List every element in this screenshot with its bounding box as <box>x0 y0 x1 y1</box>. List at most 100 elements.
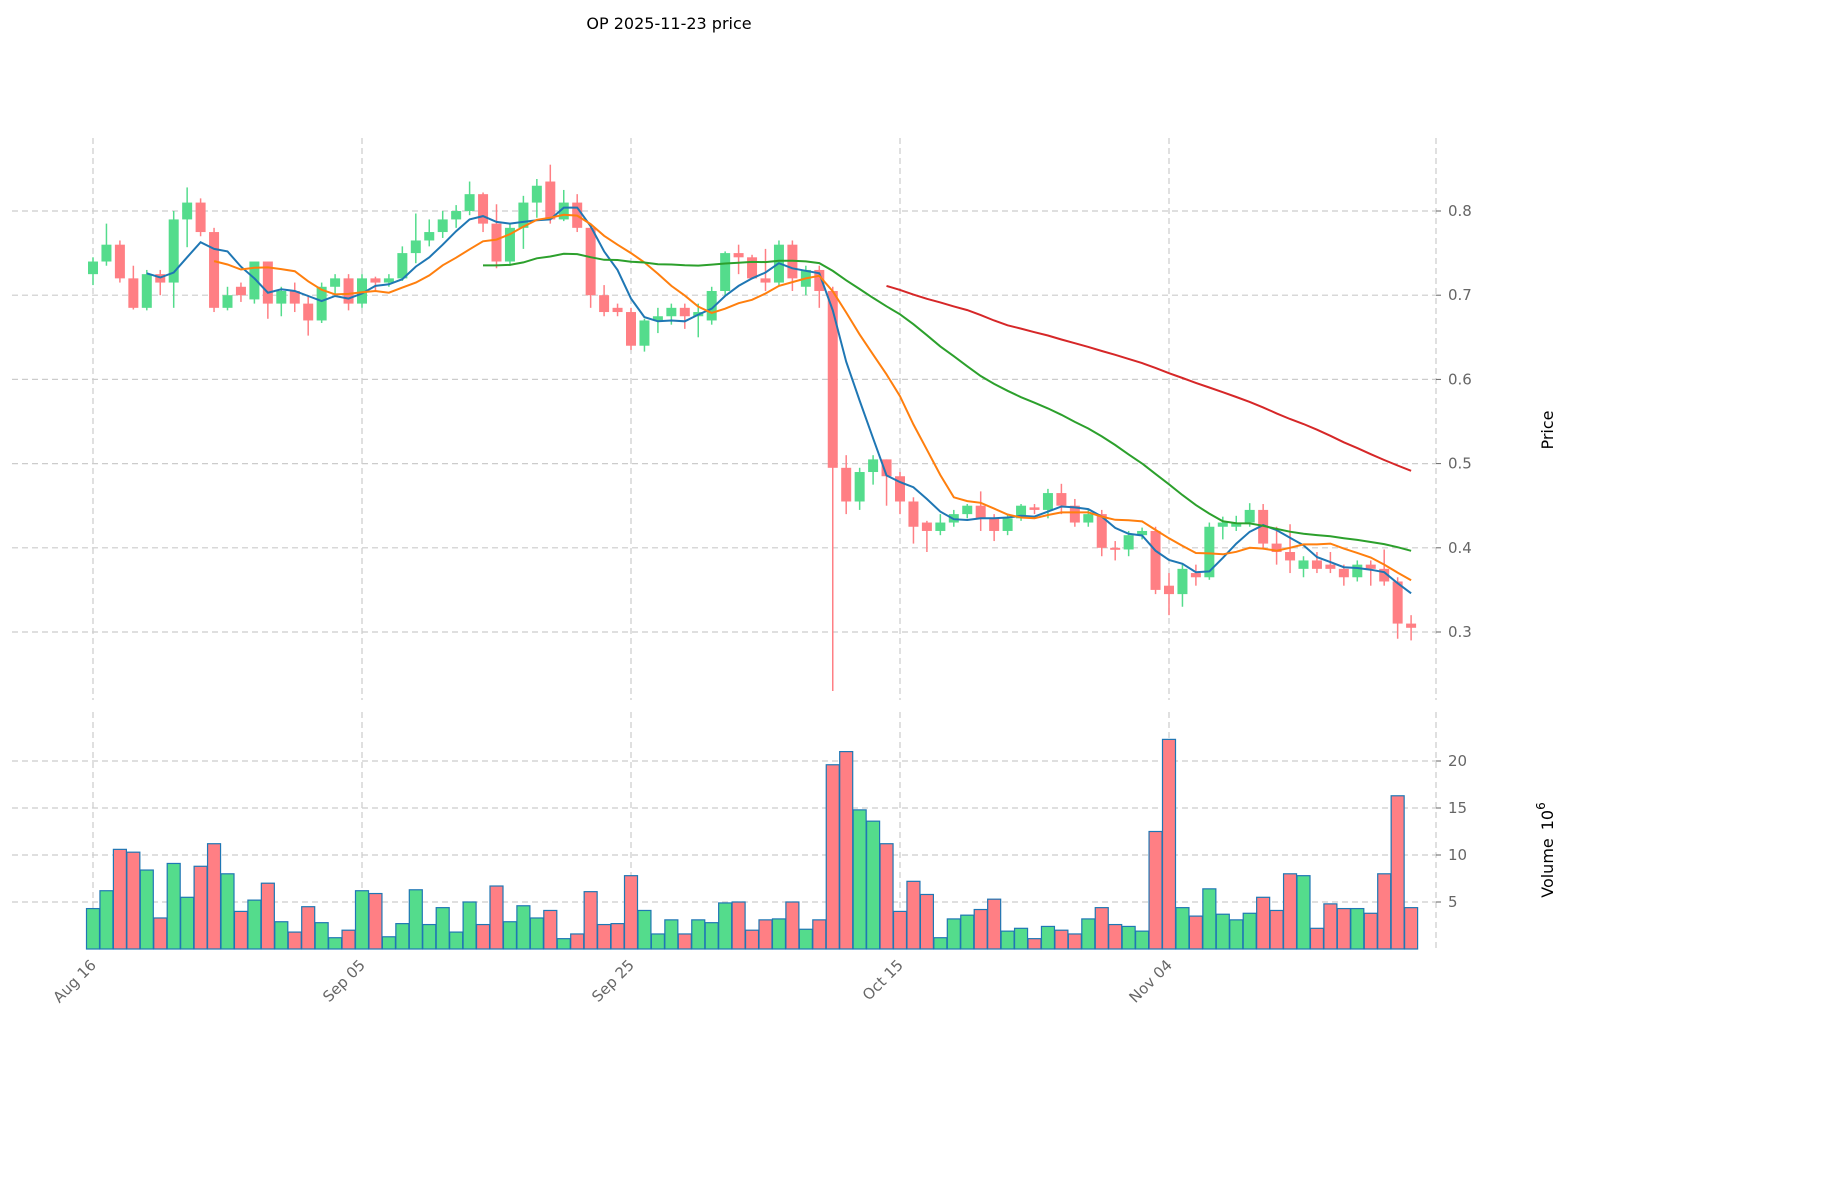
volume-bar <box>260 882 275 950</box>
volume-bar <box>973 908 988 950</box>
volume-bar <box>637 909 652 950</box>
volume-bar <box>180 896 195 950</box>
volume-bar <box>1108 923 1123 950</box>
volume-bar <box>1336 907 1351 950</box>
volume-bar <box>314 922 329 950</box>
volume-bar <box>475 923 491 950</box>
candle-up <box>1137 530 1148 536</box>
candle-down <box>1110 547 1121 550</box>
volume-bar <box>99 890 114 950</box>
candle-down <box>545 181 556 220</box>
candle-down <box>1056 493 1067 506</box>
x-tick-label: Sep 25 <box>588 956 638 1006</box>
volume-bar <box>691 919 706 950</box>
candle-down <box>303 303 314 321</box>
volume-bar <box>812 919 827 950</box>
volume-bar <box>1067 933 1082 950</box>
volume-bar <box>220 873 235 950</box>
candle-up <box>383 278 394 283</box>
volume-bar <box>543 909 558 950</box>
candle-down <box>827 290 838 468</box>
volume-bar <box>623 875 639 950</box>
candle-up <box>558 202 569 220</box>
price-tick-label: 0.3 <box>1448 623 1472 641</box>
volume-bar <box>328 937 343 950</box>
volume-bar <box>1323 903 1338 950</box>
candle-up <box>168 219 179 283</box>
candle-up <box>182 202 193 220</box>
x-tick-label: Sep 05 <box>319 956 369 1006</box>
ma10-line <box>213 213 1412 582</box>
volume-bar <box>650 933 666 950</box>
candle-down <box>760 278 771 283</box>
price-tick-label: 0.4 <box>1448 539 1472 557</box>
candle-up <box>410 240 421 254</box>
volume-bar <box>1215 913 1230 950</box>
volume-bar <box>960 914 975 950</box>
volume-tick-label: 5 <box>1448 893 1458 911</box>
volume-bar <box>1094 907 1109 950</box>
candle-up <box>531 185 542 203</box>
candle-down <box>343 278 354 304</box>
candle-down <box>975 505 986 519</box>
candle-down <box>114 244 125 279</box>
volume-bar <box>1282 873 1298 950</box>
candle-up <box>330 278 341 287</box>
candle-up <box>854 472 865 502</box>
volume-bar <box>368 892 383 950</box>
volume-bar <box>1134 930 1150 950</box>
volume-bar <box>583 891 598 950</box>
candle-up <box>639 320 650 346</box>
volume-bar <box>1081 918 1096 950</box>
candle-up <box>316 286 327 321</box>
volume-bar <box>502 921 518 950</box>
volume-bar <box>865 820 881 950</box>
candle-up <box>424 232 435 241</box>
volume-bar <box>1403 907 1419 950</box>
candle-down <box>1150 530 1161 590</box>
candle-up <box>141 274 152 308</box>
candle-down <box>921 522 932 531</box>
candle-down <box>1392 581 1403 624</box>
candle-down <box>209 232 220 308</box>
volume-bar <box>839 750 854 950</box>
volume-bar <box>892 910 908 950</box>
volume-bar <box>85 907 101 950</box>
volume-bar <box>1363 912 1378 950</box>
volume-bar <box>879 843 894 950</box>
volume-bar <box>408 889 423 950</box>
candle-up <box>276 290 287 304</box>
volume-bar <box>1054 929 1069 950</box>
candle-up <box>1231 522 1242 527</box>
volume-bar <box>785 901 800 950</box>
candle-up <box>652 316 663 321</box>
volume-bar <box>489 885 504 950</box>
candle-up <box>357 278 367 304</box>
candle-down <box>262 261 273 304</box>
volume-bar <box>1202 888 1217 950</box>
volume-bar <box>166 862 181 950</box>
candle-down <box>1096 514 1107 548</box>
candle-up <box>101 244 112 262</box>
candle-up <box>1217 522 1228 527</box>
price-tick-label: 0.7 <box>1448 286 1472 304</box>
candle-down <box>1379 568 1390 582</box>
volume-bar <box>677 933 692 950</box>
volume-bar <box>731 901 746 950</box>
candle-up <box>222 295 233 308</box>
volume-bar <box>852 809 867 950</box>
volume-bar <box>153 917 168 950</box>
volume-bar <box>341 929 356 950</box>
volume-bar <box>718 902 733 950</box>
volume-bar <box>206 843 222 950</box>
candle-down <box>679 307 690 317</box>
candle-up <box>451 211 462 220</box>
candle-down <box>1406 623 1417 628</box>
volume-bar <box>1000 930 1015 950</box>
ma5-line <box>146 206 1412 595</box>
volume-bar <box>1013 927 1029 950</box>
volume-bar <box>1269 909 1284 950</box>
volume-bar <box>233 910 249 950</box>
volume-bar <box>139 869 154 950</box>
